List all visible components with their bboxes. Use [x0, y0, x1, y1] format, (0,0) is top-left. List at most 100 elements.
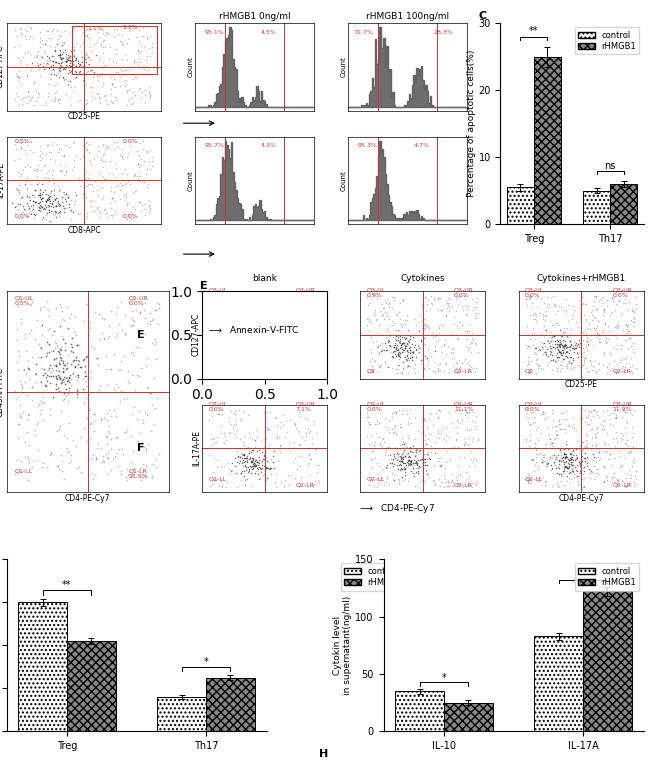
Point	[381, 443, 391, 455]
Point	[606, 290, 617, 303]
Point	[433, 293, 443, 306]
Point	[79, 315, 89, 327]
Point	[78, 188, 88, 200]
Point	[567, 456, 578, 468]
Point	[236, 300, 246, 312]
Point	[591, 322, 601, 334]
Point	[395, 313, 405, 325]
Point	[394, 353, 404, 365]
Point	[290, 418, 300, 430]
Point	[577, 298, 588, 310]
Point	[368, 336, 378, 348]
Point	[13, 99, 23, 111]
Point	[35, 407, 46, 420]
Point	[216, 319, 227, 331]
Point	[528, 348, 539, 360]
Point	[51, 199, 61, 211]
Point	[79, 78, 89, 90]
Point	[239, 439, 249, 451]
Point	[424, 407, 434, 420]
Point	[599, 460, 609, 473]
Point	[538, 407, 548, 420]
Point	[206, 339, 216, 351]
Point	[400, 355, 411, 367]
Point	[594, 468, 604, 480]
Point	[441, 445, 452, 457]
Point	[554, 333, 565, 346]
Point	[367, 360, 377, 373]
Point	[84, 402, 94, 414]
Point	[93, 26, 103, 38]
Point	[12, 203, 23, 216]
Point	[545, 342, 555, 354]
Point	[242, 460, 253, 473]
Point	[107, 452, 118, 464]
Point	[628, 427, 638, 439]
Point	[102, 379, 112, 391]
Point	[534, 343, 544, 355]
Point	[46, 69, 57, 81]
Point	[471, 454, 481, 466]
Point	[554, 337, 564, 350]
Point	[207, 303, 218, 316]
Point	[574, 341, 584, 353]
Point	[601, 337, 612, 350]
Point	[578, 342, 589, 354]
Point	[423, 321, 434, 333]
Point	[578, 356, 589, 368]
Point	[259, 450, 270, 463]
Point	[598, 404, 608, 417]
Point	[264, 363, 274, 375]
Point	[374, 305, 385, 317]
Point	[15, 411, 25, 424]
Y-axis label: Cytokin level
in supernatant(ng/ml): Cytokin level in supernatant(ng/ml)	[333, 596, 352, 695]
Point	[552, 449, 563, 461]
Point	[102, 468, 112, 480]
Point	[120, 309, 130, 321]
Point	[578, 326, 588, 339]
Point	[309, 332, 319, 344]
Point	[259, 460, 269, 472]
Point	[560, 293, 571, 306]
Point	[41, 209, 51, 222]
Point	[571, 336, 581, 349]
Point	[462, 423, 472, 435]
Point	[60, 160, 71, 172]
Point	[404, 336, 414, 348]
Point	[566, 323, 576, 336]
Point	[39, 160, 49, 172]
Point	[111, 431, 122, 444]
Point	[620, 353, 630, 365]
Point	[216, 479, 227, 491]
Point	[521, 435, 531, 447]
Point	[222, 341, 233, 353]
Point	[419, 318, 429, 330]
Point	[129, 89, 140, 101]
Point	[599, 436, 609, 448]
Point	[140, 297, 150, 310]
Point	[237, 451, 248, 464]
Point	[235, 336, 246, 348]
Point	[61, 375, 72, 387]
Point	[601, 471, 612, 484]
Point	[417, 300, 428, 313]
Point	[112, 431, 122, 444]
Point	[26, 208, 36, 220]
Point	[398, 474, 408, 487]
Point	[16, 207, 27, 219]
Point	[29, 213, 39, 225]
Point	[237, 307, 248, 320]
Point	[241, 299, 252, 311]
Point	[394, 336, 404, 348]
Point	[36, 350, 46, 363]
Point	[240, 337, 251, 350]
Point	[430, 447, 440, 460]
Point	[20, 47, 30, 59]
Point	[223, 346, 233, 358]
Point	[58, 355, 68, 367]
Point	[33, 159, 44, 171]
Point	[552, 432, 563, 444]
Point	[629, 346, 639, 359]
Point	[112, 141, 123, 153]
Point	[541, 438, 551, 450]
